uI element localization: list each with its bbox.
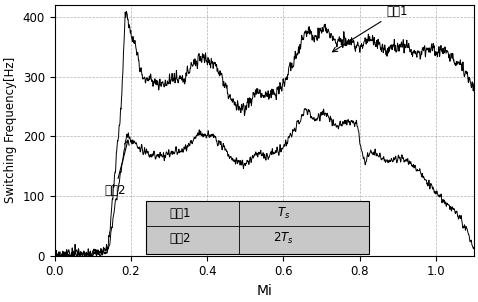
Y-axis label: Switching Frequency[Hz]: Switching Frequency[Hz] — [4, 57, 17, 203]
Text: 曲线2: 曲线2 — [170, 232, 191, 245]
Bar — [146, 201, 369, 254]
Text: $T_s$: $T_s$ — [277, 206, 290, 221]
Text: 曲线2: 曲线2 — [104, 140, 129, 197]
X-axis label: Mi: Mi — [256, 284, 272, 298]
Text: 曲线1: 曲线1 — [170, 207, 191, 220]
Text: $2T_s$: $2T_s$ — [273, 231, 293, 246]
Text: 曲线1: 曲线1 — [333, 5, 408, 52]
